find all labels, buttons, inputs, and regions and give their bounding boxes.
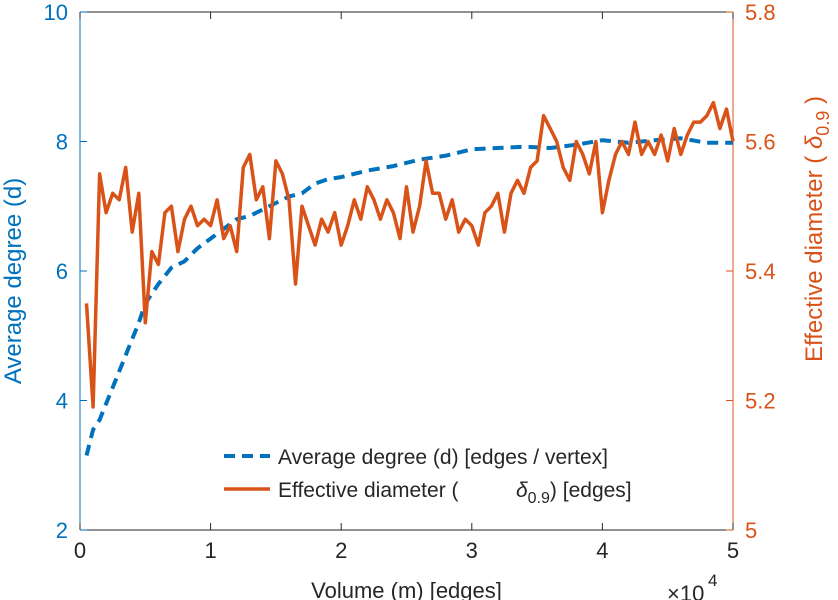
- right-y-axis-label: Effective diameter ( δ0.9 ): [801, 96, 833, 362]
- legend-label-average-degree: Average degree (d) [edges / vertex]: [278, 446, 608, 469]
- average-degree-line: [84, 136, 733, 456]
- x-tick-label: 0: [74, 538, 86, 563]
- left-y-tick-label: 10: [44, 0, 68, 25]
- x-tick-label: 2: [335, 538, 347, 563]
- left-y-tick-label: 2: [56, 518, 68, 543]
- right-y-tick-label: 5.4: [745, 259, 776, 284]
- x-multiplier: ×10: [667, 581, 704, 600]
- left-y-tick-label: 4: [56, 389, 68, 414]
- x-tick-label: 3: [466, 538, 478, 563]
- effective-diameter-line: [84, 100, 735, 409]
- x-tick-label: 5: [727, 538, 739, 563]
- x-tick-label: 4: [596, 538, 608, 563]
- x-tick-label: 1: [204, 538, 216, 563]
- legend: Average degree (d) [edges / vertex] Effec…: [224, 446, 632, 507]
- x-multiplier-exponent: 4: [708, 571, 717, 590]
- right-y-tick-label: 5: [745, 518, 757, 543]
- left-y-tick-label: 6: [56, 259, 68, 284]
- x-axis-label: Volume (m) [edges]: [311, 578, 502, 600]
- legend-label-effective-diameter: Effective diameter (δ0.9) [edges]: [278, 479, 632, 507]
- left-y-axis-label: Average degree (d): [0, 178, 27, 384]
- left-y-tick-label: 8: [56, 130, 68, 155]
- plot-area: [84, 100, 735, 456]
- right-y-axis-label-text: Effective diameter ( δ0.9 ): [801, 96, 833, 362]
- right-y-tick-label: 5.2: [745, 389, 776, 414]
- right-y-tick-label: 5.6: [745, 130, 776, 155]
- right-y-tick-label: 5.8: [745, 0, 776, 25]
